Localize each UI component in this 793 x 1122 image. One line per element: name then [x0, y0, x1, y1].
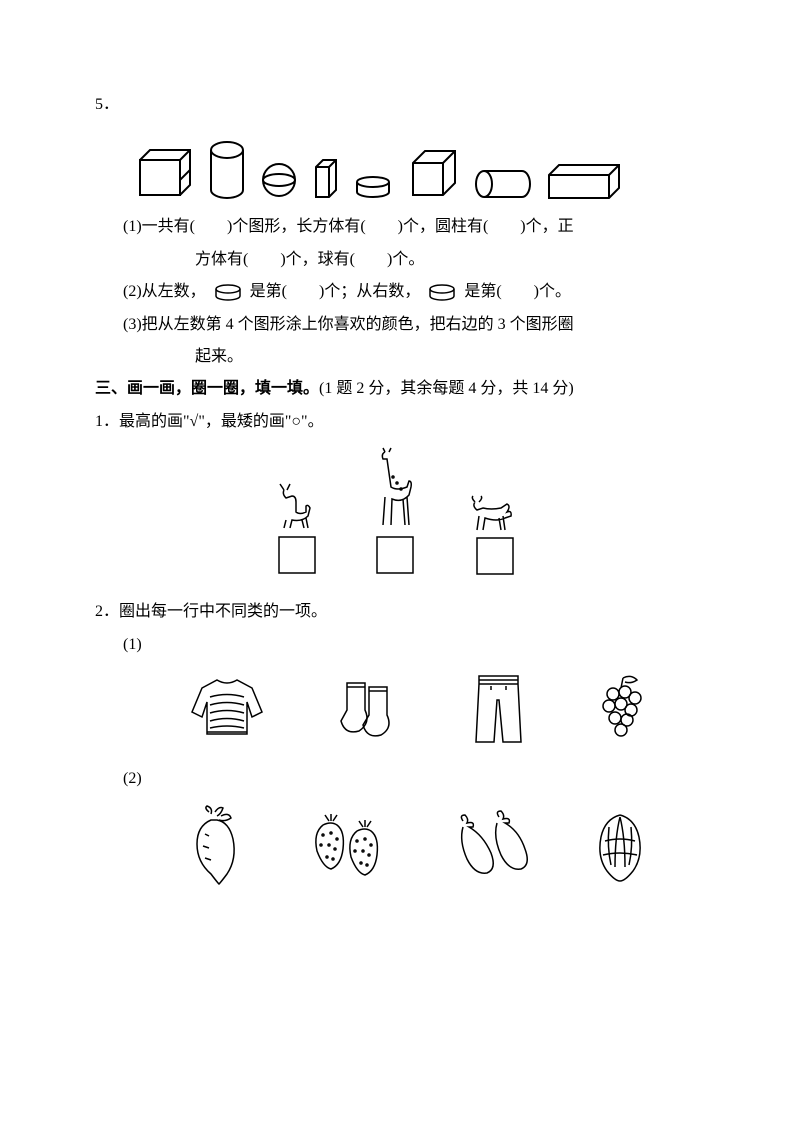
- sweater-icon: [182, 672, 272, 747]
- deer-small-icon: [262, 482, 332, 577]
- radish-icon: [179, 804, 254, 889]
- cabbage-icon: [585, 807, 655, 887]
- q5-sub3-line1: (3)把从左数第 4 个图形涂上你喜欢的颜色，把右边的 3 个图形圈: [95, 310, 698, 340]
- q2-row1[interactable]: [95, 662, 698, 758]
- sphere-icon: [259, 160, 299, 200]
- section3-q1: 1．最高的画"√"，最矮的画"○"。: [95, 407, 698, 437]
- q5-sub2-text-a: (2)从左数，: [123, 283, 206, 300]
- section3-heading: 三、画一画，圈一圈，填一填。(1 题 2 分，其余每题 4 分，共 14 分): [95, 374, 698, 404]
- inline-short-cylinder-icon: [427, 284, 457, 302]
- cuboid-shape-icon: [135, 145, 195, 200]
- section3-heading-bold: 三、画一画，圈一圈，填一填。: [95, 380, 319, 397]
- cylinder-short-icon: [353, 175, 393, 200]
- small-cuboid-icon: [311, 155, 341, 200]
- cylinder-horizontal-icon: [472, 168, 532, 200]
- section3-heading-rest: (1 题 2 分，其余每题 4 分，共 14 分): [319, 380, 574, 397]
- q5-sub2-text-b: 是第( )个；从右数，: [250, 283, 421, 300]
- cube-icon: [405, 145, 460, 200]
- socks-icon: [327, 675, 407, 745]
- small-animal-icon: [457, 492, 532, 577]
- inline-short-cylinder-icon: [213, 284, 243, 302]
- q5-sub1-line2[interactable]: 方体有( )个，球有( )个。: [95, 245, 698, 275]
- section3-q2: 2．圈出每一行中不同类的一项。: [95, 597, 698, 627]
- section3-q2-2-label: (2): [95, 764, 698, 794]
- long-cuboid-icon: [544, 160, 624, 200]
- strawberries-icon: [301, 809, 396, 884]
- q5-sub2[interactable]: (2)从左数， 是第( )个；从右数， 是第( )个。: [95, 277, 698, 307]
- grapes-icon: [591, 672, 651, 747]
- eggplant-icon: [443, 809, 538, 884]
- pants-icon: [461, 670, 536, 750]
- q5-sub2-text-c: 是第( )个。: [464, 283, 571, 300]
- cylinder-tall-icon: [207, 140, 247, 200]
- animals-row[interactable]: [95, 447, 698, 577]
- section3-q2-1-label: (1): [95, 630, 698, 660]
- giraffe-icon: [357, 447, 432, 577]
- q5-sub3-line2: 起来。: [95, 342, 698, 372]
- q5-sub1-line1[interactable]: (1)一共有( )个图形，长方体有( )个，圆柱有( )个，正: [95, 212, 698, 242]
- q2-row2[interactable]: [95, 796, 698, 897]
- q5-number: 5．: [95, 90, 698, 120]
- q5-shapes-row: [95, 122, 698, 212]
